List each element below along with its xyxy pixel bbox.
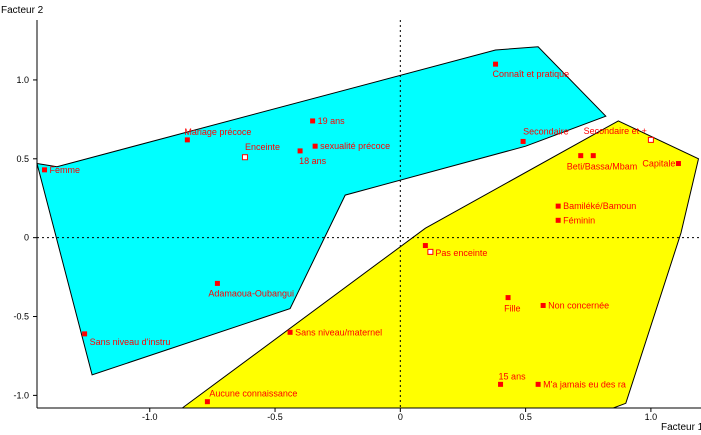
x-tick-label: 1.0 [645, 412, 658, 422]
point-marker-open [647, 136, 654, 143]
data-point: Pas enceinte [427, 248, 487, 258]
point-label: Non concernée [548, 300, 609, 310]
y-tick-label: -0.5 [13, 312, 29, 322]
data-point: Sans niveau d'instru [82, 331, 170, 347]
x-tick-label: -1.0 [142, 412, 158, 422]
point-label: Beti/Bassa/Mbam [567, 162, 638, 172]
point-label: M'a jamais eu des ra [543, 379, 626, 389]
regions-layer [36, 46, 700, 409]
data-point: Secondaire [520, 126, 569, 144]
point-marker [578, 153, 584, 159]
point-label: Secondaire et + [584, 126, 647, 136]
point-label: Bamiléké/Bamoun [563, 201, 636, 211]
data-point: Capitale [642, 159, 681, 169]
data-point: Sans niveau/maternel [287, 327, 382, 337]
point-marker [535, 381, 541, 387]
ticks-layer: -1.0 -0.5 0 0.5 1.0 1.0 0.5 0 -0.5 -1.0 [13, 75, 657, 422]
y-axis-title: Facteur 2 [1, 5, 44, 16]
data-point: Féminin [555, 215, 595, 225]
point-marker [540, 302, 546, 308]
data-point: sexualité précoce [312, 141, 390, 151]
data-point: 18 ans [297, 148, 327, 166]
data-point [422, 243, 428, 249]
point-label: Secondaire [523, 126, 569, 136]
data-point: Adamaoua-Oubangui [208, 280, 294, 298]
point-label: Sans niveau/maternel [295, 327, 382, 337]
data-point: Non concernée [540, 300, 609, 310]
data-point [590, 153, 596, 159]
point-label: Aucune connaissance [209, 389, 297, 399]
x-tick-label: 0.5 [519, 412, 532, 422]
data-point: Aucune connaissance [204, 389, 297, 405]
point-label: Enceinte [245, 142, 280, 152]
point-marker [204, 399, 210, 405]
data-point: Connaît et pratique [493, 61, 570, 79]
point-marker [498, 381, 504, 387]
point-marker [675, 161, 681, 167]
point-label: Capitale [642, 159, 675, 169]
data-point: Femme [42, 165, 80, 175]
data-point: Fille [504, 295, 521, 314]
x-tick-label: -0.5 [267, 412, 283, 422]
point-marker [590, 153, 596, 159]
point-marker [555, 217, 561, 223]
data-point: 19 ans [310, 116, 345, 126]
data-point: Enceinte [241, 142, 280, 161]
point-marker [214, 280, 220, 286]
point-marker [42, 167, 48, 173]
x-axis-title: Facteur 1 [661, 422, 701, 433]
point-marker [184, 137, 190, 143]
point-marker [297, 148, 303, 154]
x-tick-label: 0 [398, 412, 403, 422]
data-point: Beti/Bassa/Mbam [567, 153, 638, 172]
y-tick-label: 1.0 [16, 75, 29, 85]
y-tick-label: 0 [24, 233, 29, 243]
region-2 [180, 120, 700, 409]
point-label: Mariage précoce [184, 127, 251, 137]
point-marker [310, 118, 316, 124]
points-layer: Femme Mariage précoce Enceinte 19 ans sexual… [42, 61, 681, 405]
point-label: Pas enceinte [435, 248, 487, 258]
point-marker [312, 143, 318, 149]
data-point: M'a jamais eu des ra [535, 379, 626, 389]
point-label: 15 ans [499, 371, 527, 381]
plot-frame [36, 20, 701, 409]
point-label: Féminin [563, 215, 595, 225]
point-marker [520, 138, 526, 144]
region-1 [36, 46, 607, 376]
data-point: Secondaire et + [584, 126, 654, 143]
point-marker [287, 329, 293, 335]
point-marker-open [427, 248, 434, 255]
data-point: 15 ans [498, 371, 526, 387]
data-point: Mariage précoce [184, 127, 251, 143]
point-label: 19 ans [318, 116, 346, 126]
y-tick-label: -1.0 [13, 390, 29, 400]
y-tick-label: 0.5 [16, 154, 29, 164]
point-label: sexualité précoce [320, 141, 390, 151]
point-marker [493, 61, 499, 67]
point-label: Connaît et pratique [493, 69, 570, 79]
point-marker [82, 331, 88, 337]
point-marker [555, 203, 561, 209]
point-label: Sans niveau d'instru [90, 337, 171, 347]
point-marker [505, 295, 511, 301]
point-marker-open [241, 154, 248, 161]
point-label: Adamaoua-Oubangui [208, 288, 294, 298]
point-label: Fille [504, 304, 521, 314]
point-label: 18 ans [299, 156, 327, 166]
point-label: Femme [50, 165, 81, 175]
data-point: Bamiléké/Bamoun [555, 201, 636, 211]
point-marker [422, 243, 428, 249]
